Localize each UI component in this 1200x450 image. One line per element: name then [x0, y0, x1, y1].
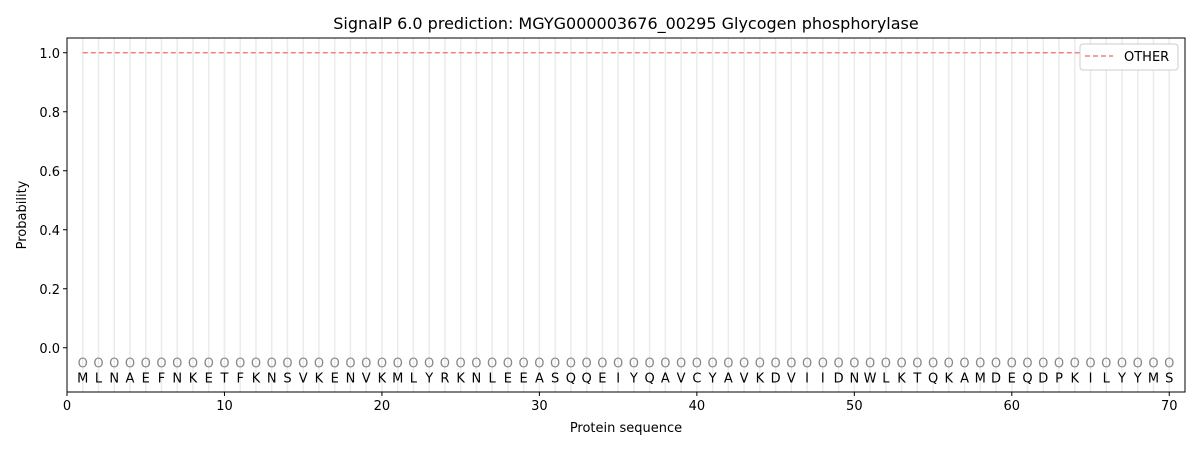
residue-label: F — [236, 371, 243, 386]
residue-label: D — [991, 371, 1001, 386]
residue-label: E — [598, 371, 606, 386]
residue-label: A — [661, 371, 670, 386]
y-tick-label: 0.8 — [39, 106, 60, 121]
residue-label: K — [378, 371, 387, 386]
residue-label: C — [692, 371, 701, 386]
residue-label: S — [1165, 371, 1173, 386]
residue-label: L — [410, 371, 418, 386]
residue-label: E — [1008, 371, 1016, 386]
x-tick-label: 30 — [531, 399, 548, 414]
residue-label: I — [616, 371, 620, 386]
residue-label: E — [142, 371, 150, 386]
residue-label: K — [252, 371, 261, 386]
residue-label: N — [849, 371, 859, 386]
x-axis-label: Protein sequence — [570, 421, 682, 436]
residue-label: S — [551, 371, 559, 386]
residue-label: L — [882, 371, 890, 386]
residue-label: M — [392, 371, 403, 386]
legend: OTHER — [1079, 43, 1179, 71]
x-tick-label: 20 — [374, 399, 391, 414]
residue-label: Q — [928, 371, 938, 386]
residue-label: Y — [708, 371, 717, 386]
residue-label: Q — [645, 371, 655, 386]
x-tick-label: 10 — [216, 399, 233, 414]
y-tick-label: 0.2 — [39, 283, 60, 298]
residue-label: A — [960, 371, 969, 386]
residue-label: K — [1071, 371, 1080, 386]
residue-label: Y — [629, 371, 638, 386]
residue-label: Y — [424, 371, 433, 386]
residue-label: T — [219, 371, 228, 386]
residue-label: I — [805, 371, 809, 386]
residue-label: E — [205, 371, 213, 386]
residue-label: N — [109, 371, 119, 386]
residue-label: S — [283, 371, 291, 386]
residue-label: W — [864, 371, 877, 386]
y-tick-label: 0.0 — [39, 342, 60, 357]
residue-label: K — [945, 371, 954, 386]
residue-label: R — [440, 371, 449, 386]
x-tick-label: 40 — [689, 399, 706, 414]
x-tick-label: 60 — [1004, 399, 1021, 414]
residue-label: Y — [1133, 371, 1142, 386]
residue-label: Q — [1022, 371, 1032, 386]
residue-label: K — [315, 371, 324, 386]
chart-title: SignalP 6.0 prediction: MGYG000003676_00… — [333, 14, 918, 34]
residue-label: K — [897, 371, 906, 386]
residue-label: L — [1103, 371, 1111, 386]
y-tick-label: 0.4 — [39, 224, 60, 239]
x-tick-label: 50 — [846, 399, 863, 414]
legend-box — [1079, 43, 1179, 71]
legend-label-other: OTHER — [1124, 50, 1169, 65]
residue-label: Y — [1117, 371, 1126, 386]
residue-label: I — [821, 371, 825, 386]
residue-label: P — [1055, 371, 1063, 386]
residue-label: V — [740, 371, 749, 386]
residue-label: A — [126, 371, 135, 386]
residue-label: N — [346, 371, 356, 386]
y-tick-label: 1.0 — [39, 47, 60, 62]
residue-label: V — [787, 371, 796, 386]
residue-label: A — [724, 371, 733, 386]
residue-label: K — [456, 371, 465, 386]
residue-label: T — [912, 371, 921, 386]
residue-label: I — [1089, 371, 1093, 386]
residue-label: F — [158, 371, 165, 386]
residue-label: N — [267, 371, 277, 386]
residue-label: M — [975, 371, 986, 386]
residue-label: V — [677, 371, 686, 386]
residue-label: E — [331, 371, 339, 386]
y-axis-label: Probability — [15, 180, 30, 249]
x-tick-label: 0 — [63, 399, 71, 414]
residue-label: N — [172, 371, 182, 386]
residue-label: E — [504, 371, 512, 386]
residue-label: Q — [582, 371, 592, 386]
residue-label: L — [489, 371, 497, 386]
plot-frame — [66, 37, 1186, 393]
residue-label: V — [362, 371, 371, 386]
residue-label: K — [189, 371, 198, 386]
residue-label: E — [520, 371, 528, 386]
y-tick-label: 0.6 — [39, 165, 60, 180]
residue-label: D — [834, 371, 844, 386]
residue-label: V — [299, 371, 308, 386]
residue-label: M — [77, 371, 88, 386]
residue-label: L — [95, 371, 103, 386]
predicted-labels: OOOOOOOOOOOOOOOOOOOOOOOOOOOOOOOOOOOOOOOO… — [78, 357, 1175, 372]
residue-label: D — [1038, 371, 1048, 386]
residue-label: M — [1148, 371, 1159, 386]
x-tick-label: 70 — [1161, 399, 1178, 414]
residue-label: D — [771, 371, 781, 386]
residue-label: K — [756, 371, 765, 386]
residue-label: A — [535, 371, 544, 386]
residue-label: Q — [566, 371, 576, 386]
residue-label: N — [472, 371, 482, 386]
